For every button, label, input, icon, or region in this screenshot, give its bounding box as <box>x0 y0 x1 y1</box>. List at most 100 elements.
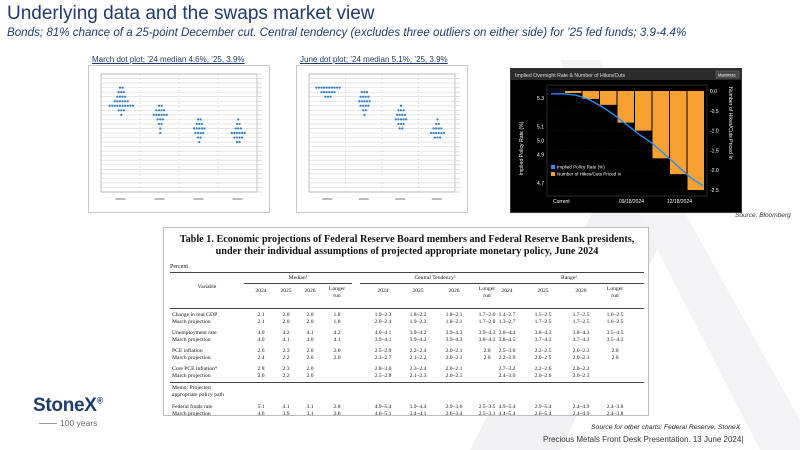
cell-central-tendency: 2.3–2.7 <box>374 355 392 361</box>
cell-median: 4.2 <box>282 330 290 336</box>
cell-median: 2.0 <box>306 348 314 354</box>
cell-median: 2.0 <box>333 348 341 354</box>
group-rule-range <box>496 283 644 284</box>
cell-central-tendency: 1.7–2.0 <box>478 319 496 325</box>
dot <box>195 127 198 130</box>
slide-subtitle: Bonds; 81% chance of a 25-point December… <box>7 26 687 39</box>
dot <box>117 91 120 94</box>
cell-median: 2.0 <box>306 312 314 318</box>
dot <box>118 104 122 107</box>
dot <box>194 131 197 135</box>
dot <box>440 127 443 130</box>
cell-central-tendency: 2.0–2.1 <box>445 348 463 354</box>
legend-swatch-rate <box>551 165 555 169</box>
dot <box>395 113 399 116</box>
cell-median: 2.1 <box>257 312 265 318</box>
cell-range: 2.0–2.3 <box>572 355 590 361</box>
cell-range: 1.5–2.5 <box>534 312 552 318</box>
x-tick-label: 09/18/2024 <box>619 199 644 205</box>
col-header-variable: Variable <box>197 284 217 290</box>
cell-range: 2.4–4.9 <box>572 411 590 417</box>
cell-central-tendency: 2.2–2.4 <box>409 348 427 354</box>
col-header-year: 2026 <box>304 288 316 294</box>
group-rule-central <box>360 283 508 284</box>
dot <box>200 127 203 130</box>
cell-median: 2.3 <box>282 366 290 372</box>
dot <box>241 131 244 135</box>
table-title-line-1: Table 1. Economic projections of Federal… <box>179 234 635 245</box>
dot <box>238 140 241 144</box>
dot <box>122 91 125 94</box>
cell-central-tendency: 1.9–2.3 <box>374 312 392 318</box>
cell-range: 1.7–2.5 <box>572 319 590 325</box>
dot <box>397 118 400 121</box>
dot <box>362 104 365 107</box>
dot <box>328 91 331 94</box>
cell-central-tendency: 3.9–4.3 <box>445 337 463 343</box>
table-row-label: March projection <box>172 355 211 361</box>
cell-central-tendency: 2.3–2.4 <box>409 366 427 372</box>
cell-range: 1.7–2.5 <box>534 319 552 325</box>
stonex-logo: StoneX® <box>33 395 103 417</box>
col-header-year: 2025 <box>537 288 549 294</box>
table-row-label: Federal funds rate <box>172 404 213 410</box>
cell-central-tendency: 2.1–2.2 <box>409 355 427 361</box>
table-rule <box>170 272 644 273</box>
dot <box>241 136 244 139</box>
cell-central-tendency: 3.9–4.2 <box>409 330 427 336</box>
dot <box>365 91 369 94</box>
dot <box>203 127 206 130</box>
dot <box>159 127 162 130</box>
cell-central-tendency: 2.0–2.1 <box>445 373 463 379</box>
cell-range: 2.0–2.3 <box>572 348 590 354</box>
dot <box>315 86 318 89</box>
dot <box>117 109 120 112</box>
legend-label-rate: Implied Policy Rate (%) <box>557 165 605 170</box>
col-header-year: 2024 <box>377 288 389 294</box>
cell-median: 3.1 <box>306 404 314 410</box>
cell-central-tendency: 1.8–2.1 <box>445 319 463 325</box>
right-tick-label: 0.0 <box>710 89 717 95</box>
cell-median: 4.0 <box>306 337 314 343</box>
cell-range: 2.4–3.8 <box>606 404 624 410</box>
dot <box>338 86 341 89</box>
x-tick-label <box>358 198 369 200</box>
cell-range: 3.8–4.3 <box>534 330 552 336</box>
cell-range: 2.0–2.5 <box>534 355 552 361</box>
cell-range: 3.7–4.3 <box>534 337 552 343</box>
line-implied-rate <box>551 93 704 187</box>
cell-central-tendency: 1.8–2.1 <box>445 312 463 318</box>
cell-range: 2.2–2.5 <box>534 348 552 354</box>
dot <box>235 131 239 135</box>
cell-range: 2.0–2.3 <box>572 373 590 379</box>
dot <box>435 131 438 135</box>
dot <box>360 100 363 103</box>
dot <box>333 86 336 89</box>
cell-central-tendency: 2.0 <box>483 355 491 361</box>
dot <box>120 91 123 94</box>
dot <box>402 118 405 121</box>
dot <box>429 131 433 135</box>
dot <box>398 113 401 116</box>
col-header-longer: Longer <box>478 286 496 292</box>
dot <box>442 131 446 135</box>
dot <box>363 113 366 116</box>
cell-median: 2.3 <box>282 348 290 354</box>
x-tick-label: 12/18/2024 <box>667 199 692 205</box>
dot <box>195 122 198 126</box>
source-other-charts: Source for other charts: Federal Reserve… <box>591 424 741 431</box>
dot <box>157 104 161 107</box>
dot <box>155 109 158 112</box>
col-header-year: 2024 <box>255 288 267 294</box>
dot <box>163 109 166 112</box>
x-tick-label <box>431 198 442 200</box>
dot <box>157 113 161 116</box>
dot <box>113 100 116 103</box>
dot <box>121 86 124 89</box>
cell-range: 2.4–4.9 <box>572 404 590 410</box>
fed-projections-table: Table 1. Economic projections of Federal… <box>163 227 649 417</box>
cell-central-tendency: 2.0–2.1 <box>445 355 463 361</box>
dot <box>320 86 323 89</box>
cell-median: 2.0 <box>333 355 341 361</box>
dot <box>335 86 339 89</box>
